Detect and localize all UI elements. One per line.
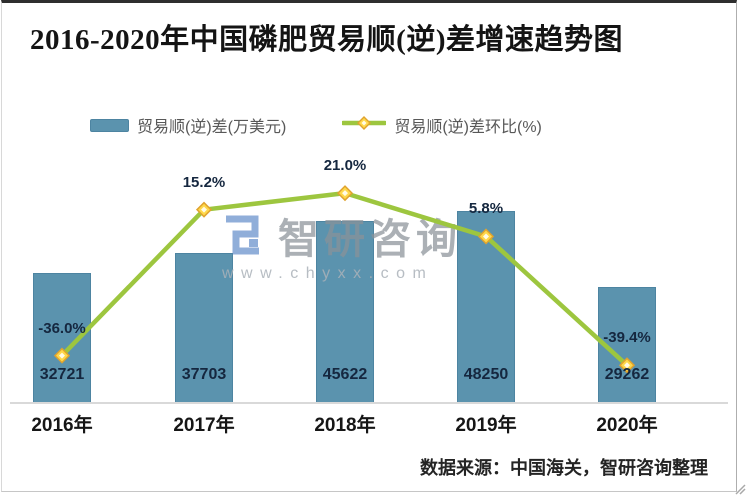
x-axis-label: 2020年 (596, 415, 658, 436)
chart-title: 2016-2020年中国磷肥贸易顺(逆)差增速趋势图 (30, 24, 623, 56)
x-axis-line (10, 402, 728, 404)
legend-item-growth-rate: 贸易顺(逆)差环比(%) (341, 113, 542, 137)
bar-value-label: 37703 (181, 366, 227, 383)
bar-swatch-icon (90, 118, 129, 132)
bar-2018年 (316, 221, 374, 403)
legend-label: 贸易顺(逆)差(万美元) (137, 119, 287, 136)
growth-rate-label: -36.0% (38, 319, 86, 337)
x-axis-label: 2018年 (314, 415, 376, 436)
growth-rate-label: 21.0% (323, 157, 367, 175)
bar-value-label: 45622 (322, 366, 368, 383)
growth-rate-label: 15.2% (182, 173, 226, 191)
legend-label: 贸易顺(逆)差环比(%) (394, 119, 542, 136)
bar-2017年 (175, 253, 233, 403)
resize-handle-icon[interactable] (734, 482, 746, 495)
x-axis-label: 2017年 (173, 415, 235, 436)
legend: 贸易顺(逆)差(万美元) 贸易顺(逆)差环比(%) (90, 112, 542, 138)
source-note: 数据来源：中国海关，智研咨询整理 (420, 458, 708, 478)
bar-value-label: 29262 (604, 366, 650, 383)
x-axis-label: 2019年 (455, 415, 517, 436)
growth-rate-label: 5.8% (468, 200, 504, 218)
x-axis-label: 2016年 (31, 415, 93, 436)
legend-item-trade-balance: 贸易顺(逆)差(万美元) (90, 113, 286, 137)
line-marker-icon (341, 115, 388, 136)
growth-rate-label: -39.4% (603, 329, 651, 347)
bar-value-label: 32721 (39, 366, 85, 383)
bar-value-label: 48250 (463, 366, 509, 383)
